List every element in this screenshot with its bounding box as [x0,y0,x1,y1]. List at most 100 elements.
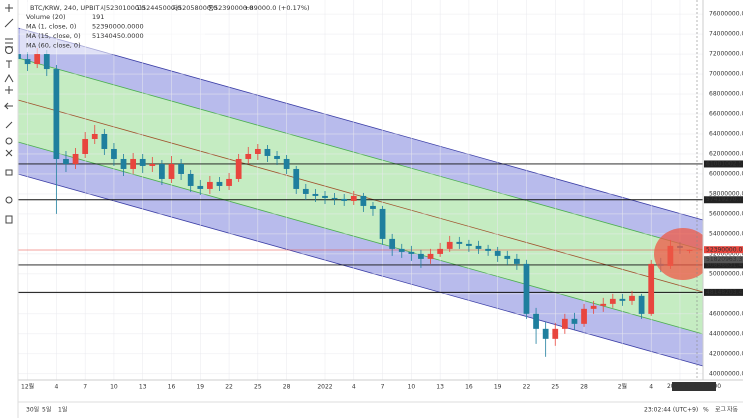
ohlc-value: 종52390000.0 [208,4,253,12]
y-tick-label: 70000000.0 [709,71,743,78]
x-tick-label: 2022 [317,384,332,391]
candle-body [466,243,472,246]
tool-trash[interactable] [5,215,13,224]
candle-body [561,318,568,329]
y-tick-label: 66000000.0 [709,111,743,118]
level-tag [704,196,743,204]
scale-button[interactable]: 로그 [715,407,727,414]
tool-line[interactable] [4,18,14,28]
candle-body [53,69,60,159]
range-button[interactable]: 30일 [26,406,39,414]
candle-body [24,59,31,65]
candle-body [254,148,261,154]
candle-body [130,158,137,169]
tool-shape[interactable] [5,46,13,54]
candle-body [437,248,444,254]
range-button[interactable]: 1일 [58,406,67,414]
tool-crosshair[interactable] [5,4,13,12]
candle-body [485,248,491,251]
x-tick-label: 4 [54,384,58,391]
x-tick-label: 16 [465,384,473,391]
x-tick-label: 7 [381,384,385,391]
ohlc-value: 시52301000.0 [100,4,145,12]
candle-body [456,241,463,244]
candle-body [360,195,367,206]
candle-body [379,208,386,239]
level-tag [704,288,743,296]
x-tick-label: 16 [168,384,176,391]
candle-body [43,54,50,70]
candle-body [408,251,415,254]
level-label: 57419270.7 [706,196,742,203]
candle-body [427,253,434,259]
tool-measure[interactable] [5,86,13,94]
x-tick-label: 19 [196,384,204,391]
y-tick-label: 72000000.0 [709,51,743,58]
candle-body [111,148,117,159]
tool-back[interactable] [3,102,13,110]
candle-body [149,163,156,166]
scale-button[interactable]: % [703,407,709,414]
candle-body [235,158,242,179]
y-tick-label: 76000000.0 [709,11,743,18]
indicator-name: MA (15, close, 0) [26,32,81,40]
candle-body [370,205,376,209]
price-axis [703,0,743,380]
candle-body [322,195,328,198]
candle-body [648,263,655,314]
tool-lock[interactable] [5,169,13,176]
level-label: 50898631.4 [706,261,742,268]
candle-body [542,328,549,339]
tool-pattern[interactable] [4,73,14,83]
candle-body [331,197,338,199]
x-tick-label: 28 [283,384,291,391]
x-tick-label: 19 [494,384,502,391]
legend: 시52301000.0고52445000.0저52058000.0종523900… [26,3,310,50]
candle-body [341,198,348,201]
y-tick-label: 74000000.0 [709,31,743,38]
candle-body [418,253,424,259]
clock: 23:02:44 (UTC+9) [644,407,698,414]
y-tick-label: 50000000.0 [709,270,743,277]
channel-line [17,27,704,221]
x-tick-label: 10 [110,384,118,391]
candle-body [552,328,559,339]
y-tick-label: 62000000.0 [709,150,743,157]
ohlc-value: +89000.0 (+0.17%) [244,4,310,12]
candle-body [293,168,300,189]
y-tick-label: 60000000.0 [709,170,743,177]
y-tick-label: 40000000.0 [709,370,743,377]
candle-body [120,158,127,169]
scale-button[interactable]: 자동 [727,406,739,414]
tool-zoom[interactable] [5,137,13,145]
x-tick-label: 13 [139,384,147,391]
candle-body [91,133,98,139]
symbol-title: BTC/KRW, 240, UPBIT [30,4,99,12]
candle-body [609,298,616,304]
ohlc-value: 저52058000.0 [172,3,217,12]
toolbar-icons [3,4,14,224]
range-button[interactable]: 5일 [42,406,51,414]
level-tag [704,261,743,269]
y-tick-label: 68000000.0 [709,91,743,98]
candle-body [302,188,309,194]
candle-body [283,158,290,169]
candle-body [245,153,252,159]
ma-price-tag [704,256,743,264]
x-tick-label: 4 [649,384,653,391]
candle-body [72,153,79,164]
tool-eye[interactable] [5,196,13,204]
x-tick-label: 22 [523,384,531,391]
highlight [654,228,712,280]
candle-body [446,241,453,249]
tool-brush[interactable] [5,121,13,129]
candle-body [619,298,626,301]
x-tick-label: 22 [225,384,233,391]
x-tick-label: 28 [580,384,588,391]
level-label: 48148203.4 [706,289,742,296]
indicator-name: MA (1, close, 0) [26,23,76,31]
candle-body [638,295,645,314]
tool-magnet[interactable] [5,149,13,157]
tool-text[interactable] [6,60,12,68]
